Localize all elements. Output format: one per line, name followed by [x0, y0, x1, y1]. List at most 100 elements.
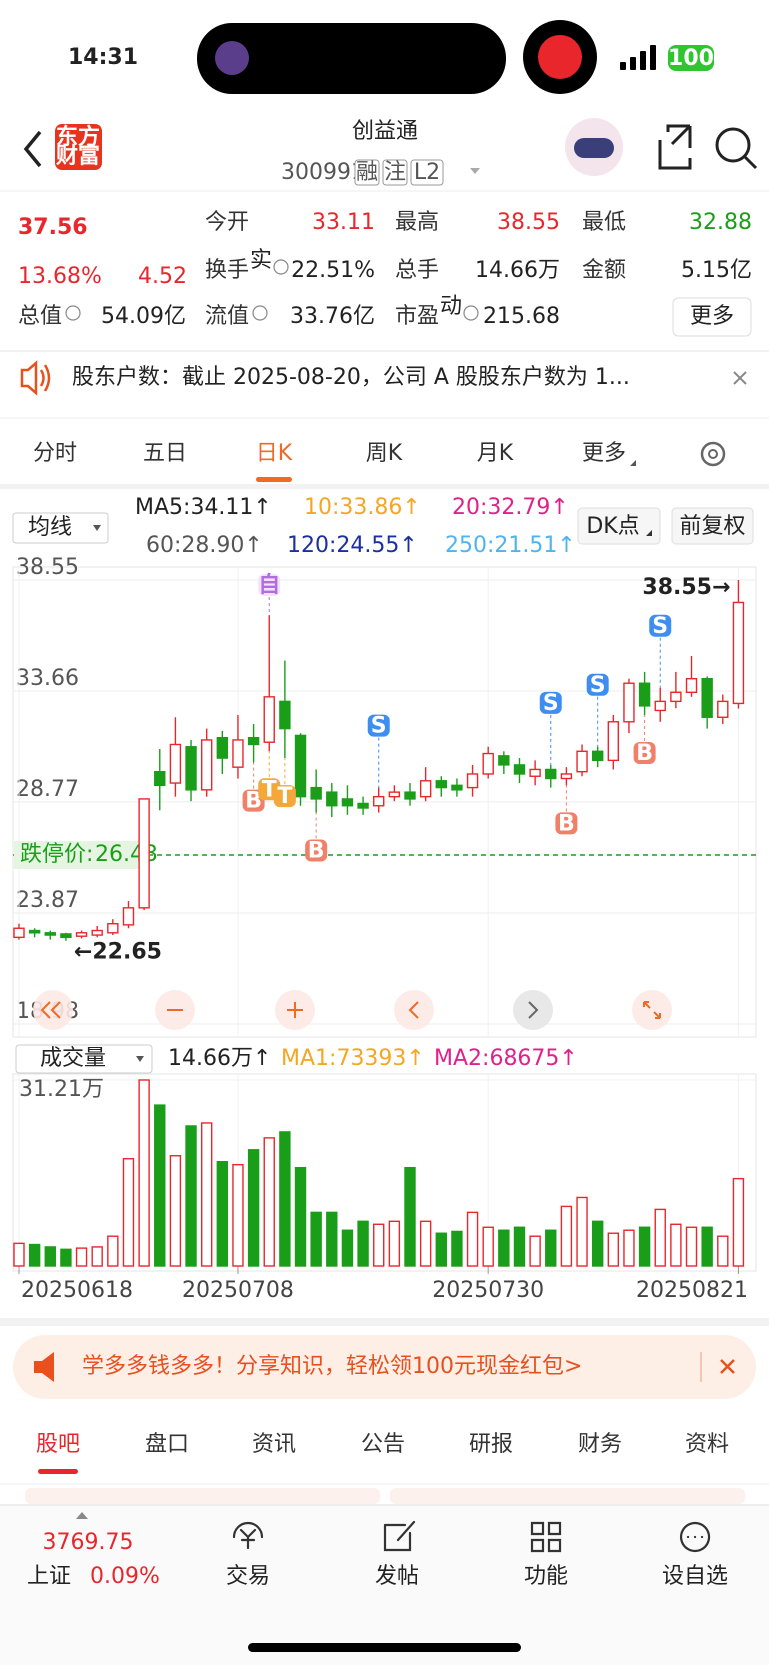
toolbar-button[interactable] [33, 990, 73, 1030]
volume-bar [435, 1232, 447, 1267]
toolbar-icon [643, 1001, 661, 1019]
field-value: 38.55 [497, 210, 560, 235]
nav-icon[interactable] [679, 1521, 711, 1553]
stock-code: 300991 [281, 160, 365, 185]
bottom-tab[interactable]: 资料 [685, 1432, 729, 1457]
tab[interactable]: 周K [366, 441, 403, 466]
card [390, 1488, 745, 1504]
candle-body [357, 802, 369, 809]
field-label: 市盈 [395, 304, 439, 329]
nav-icon[interactable] [232, 1521, 264, 1550]
signal-badge [367, 714, 390, 737]
bottom-tab[interactable]: 资讯 [252, 1432, 296, 1457]
tab[interactable]: 五日 [143, 441, 187, 466]
volume-bar [154, 1104, 166, 1267]
volume-frame [12, 1073, 757, 1272]
x-tick-label: 20250821 [636, 1278, 748, 1303]
badge [382, 159, 408, 186]
volume-bar [388, 1220, 401, 1267]
volume-bar [701, 1226, 713, 1267]
settings-button[interactable] [700, 441, 726, 467]
dropdown[interactable] [470, 168, 480, 174]
field-value: 5.15亿 [681, 258, 752, 283]
ad-banner[interactable] [13, 1335, 756, 1399]
volume-selector[interactable] [15, 1044, 153, 1074]
nav-label[interactable]: 发帖 [375, 1564, 419, 1589]
tab[interactable]: 日K [256, 441, 293, 466]
signal [620, 45, 656, 70]
candle-body [404, 791, 416, 800]
volume-bar [419, 1220, 432, 1267]
volume-bar [279, 1131, 291, 1267]
x-tick-label: 20250730 [432, 1278, 544, 1303]
candle-body [185, 746, 197, 791]
field-label: 金额 [582, 258, 626, 283]
limit-down-label: 跌停价: [20, 842, 93, 867]
nav-label[interactable]: 设自选 [662, 1564, 728, 1589]
more-button[interactable] [672, 297, 752, 337]
toolbar-button[interactable] [155, 990, 195, 1030]
chart-button[interactable] [577, 507, 661, 545]
ma-selector[interactable] [12, 512, 109, 544]
tab[interactable]: 分时 [33, 441, 77, 466]
toolbar-button[interactable] [394, 990, 434, 1030]
candle-body [169, 743, 182, 784]
candle-body [513, 764, 526, 775]
candle-body [654, 700, 666, 712]
toolbar-bg [632, 990, 672, 1030]
logo[interactable] [55, 124, 102, 170]
search-button[interactable] [715, 127, 751, 163]
volume-bar [357, 1220, 369, 1267]
signal-badge [273, 785, 296, 808]
volume-bar [138, 1079, 150, 1267]
tab-indicator [256, 477, 292, 482]
candle-body [341, 798, 354, 807]
field-label: 今开 [205, 210, 249, 235]
volume-selector-label: 成交量 [40, 1046, 106, 1071]
candle-body [388, 791, 401, 798]
candle-body [591, 750, 604, 762]
notice-text[interactable]: 股东户数：截止 2025-08-20，公司 A 股股东户数为 1... [72, 365, 630, 390]
nav-icon[interactable] [383, 1520, 416, 1552]
chart-button[interactable] [671, 507, 754, 545]
candle-body [623, 682, 635, 723]
toolbar-button[interactable] [513, 990, 553, 1030]
ma-label: 250:21.51↑ [445, 533, 576, 558]
volume-bar [44, 1246, 56, 1267]
index-value[interactable]: 3769.75 [43, 1530, 134, 1555]
signal-text: B [636, 741, 653, 766]
ad-close[interactable] [720, 1359, 735, 1374]
tab[interactable]: 更多 [582, 441, 626, 466]
volume-bar [60, 1248, 72, 1267]
notice-close[interactable] [733, 371, 747, 385]
candle-body [545, 768, 557, 780]
volume-bar [576, 1196, 588, 1267]
bottom-tab[interactable]: 研报 [469, 1432, 513, 1457]
nav-label[interactable]: 功能 [524, 1564, 568, 1589]
bottom-tab[interactable]: 盘口 [145, 1432, 189, 1457]
toolbar-icon [408, 1001, 419, 1019]
share-button[interactable] [658, 124, 692, 170]
field-value: 54.09亿 [101, 304, 186, 329]
toolbar-button[interactable] [275, 990, 315, 1030]
volume-bar [638, 1226, 651, 1267]
y-tick-label: 31.21万 [19, 1077, 104, 1102]
back-button[interactable] [23, 130, 42, 168]
candle-body [44, 932, 56, 936]
bottom-tab[interactable]: 财务 [578, 1432, 622, 1457]
battery-level: 100 [668, 46, 714, 71]
info-icon [65, 305, 81, 321]
nav-label[interactable]: 交易 [226, 1564, 270, 1589]
x-tick-label: 20250708 [182, 1278, 294, 1303]
nav-icon[interactable] [530, 1521, 562, 1553]
logo-text: 财富 [56, 143, 100, 169]
candle-body [13, 927, 25, 939]
index-name: 上证 [27, 1564, 71, 1589]
volume-label: MA2:68675↑ [434, 1046, 578, 1071]
tab[interactable]: 月K [477, 441, 514, 466]
bottom-tab[interactable]: 公告 [361, 1432, 405, 1457]
volume-bar [247, 1149, 260, 1267]
bottom-tab[interactable]: 股吧 [36, 1432, 80, 1457]
toolbar-button[interactable] [632, 990, 672, 1030]
price: 37.56 [18, 215, 88, 240]
